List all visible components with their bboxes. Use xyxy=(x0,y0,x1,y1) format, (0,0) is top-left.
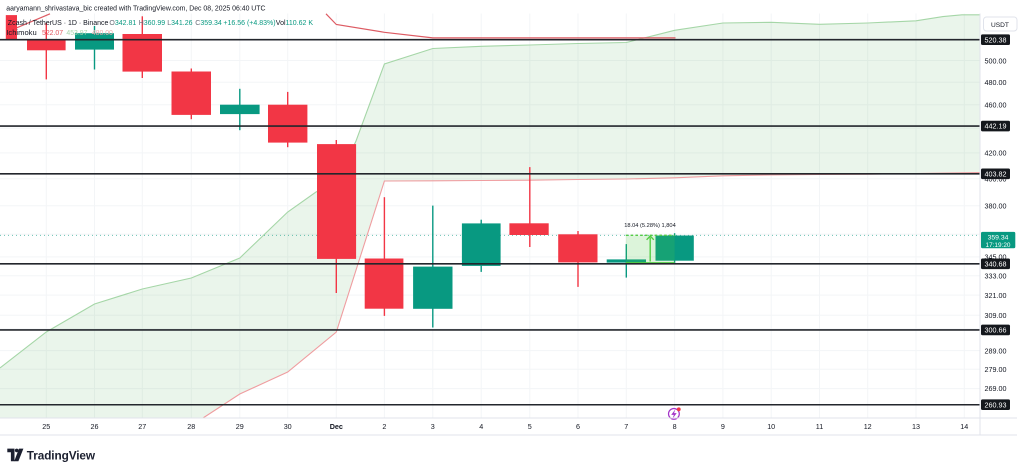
svg-text:420.00: 420.00 xyxy=(985,149,1007,158)
svg-text:520.38: 520.38 xyxy=(985,35,1007,44)
svg-text:18.04 (5.28%) 1,804: 18.04 (5.28%) 1,804 xyxy=(624,223,676,229)
svg-text:333.00: 333.00 xyxy=(985,271,1007,280)
svg-text:USDT: USDT xyxy=(991,22,1009,29)
svg-text:289.00: 289.00 xyxy=(985,346,1007,355)
svg-text:Zcash / TetherUS · 1D · Binanc: Zcash / TetherUS · 1D · BinanceO342.81 H3… xyxy=(8,20,314,27)
svg-text:26: 26 xyxy=(91,422,99,431)
svg-text:5: 5 xyxy=(528,422,532,431)
svg-text:2: 2 xyxy=(382,422,386,431)
svg-text:8: 8 xyxy=(673,422,677,431)
svg-text:309.00: 309.00 xyxy=(985,311,1007,320)
svg-text:7: 7 xyxy=(624,422,628,431)
svg-text:403.82: 403.82 xyxy=(985,169,1007,178)
svg-text:345.00: 345.00 xyxy=(985,253,1007,262)
svg-text:321.00: 321.00 xyxy=(985,291,1007,300)
svg-text:TradingView: TradingView xyxy=(27,448,96,462)
svg-text:29: 29 xyxy=(236,422,244,431)
svg-text:300.66: 300.66 xyxy=(985,326,1007,335)
svg-text:279.00: 279.00 xyxy=(985,365,1007,374)
svg-text:9: 9 xyxy=(721,422,725,431)
svg-text:30: 30 xyxy=(284,422,292,431)
svg-text:27: 27 xyxy=(138,422,146,431)
svg-text:269.00: 269.00 xyxy=(985,384,1007,393)
svg-text:4: 4 xyxy=(479,422,483,431)
svg-text:380.00: 380.00 xyxy=(985,202,1007,211)
svg-text:14: 14 xyxy=(960,422,968,431)
svg-text:17:19:20: 17:19:20 xyxy=(986,242,1011,249)
svg-text:aaryamann_shrivastava_bic crea: aaryamann_shrivastava_bic created with T… xyxy=(6,5,265,12)
svg-text:25: 25 xyxy=(42,422,50,431)
svg-text:460.00: 460.00 xyxy=(985,101,1007,110)
svg-text:340.68: 340.68 xyxy=(985,259,1007,268)
svg-text:500.00: 500.00 xyxy=(985,56,1007,65)
svg-text:480.00: 480.00 xyxy=(985,78,1007,87)
svg-text:12: 12 xyxy=(864,422,872,431)
svg-text:Dec: Dec xyxy=(330,422,343,431)
svg-text:6: 6 xyxy=(576,422,580,431)
svg-text:13: 13 xyxy=(912,422,920,431)
svg-text:3: 3 xyxy=(431,422,435,431)
svg-text:10: 10 xyxy=(767,422,775,431)
svg-text:260.93: 260.93 xyxy=(985,400,1007,409)
svg-text:11: 11 xyxy=(816,422,823,431)
svg-text:442.19: 442.19 xyxy=(985,122,1007,131)
svg-text:359.34: 359.34 xyxy=(988,234,1009,241)
svg-text:28: 28 xyxy=(187,422,195,431)
